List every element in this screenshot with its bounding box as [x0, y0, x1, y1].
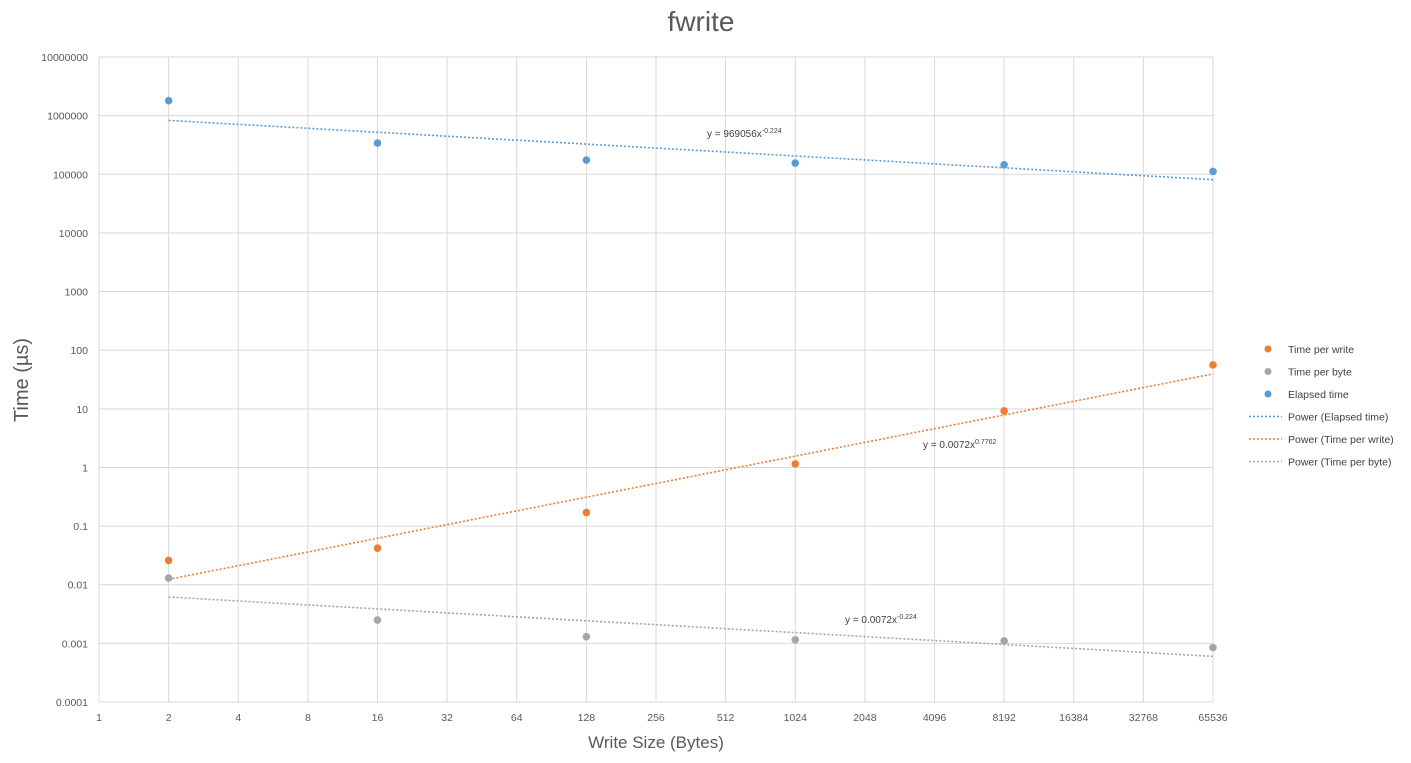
x-tick-label: 16: [372, 712, 384, 724]
x-tick-label: 128: [578, 712, 596, 724]
x-tick-label: 32: [441, 712, 453, 724]
trendline-equation-base: y = 969056x: [707, 129, 762, 140]
data-point: [1209, 643, 1217, 652]
trendline-equation-base: y = 0.0072x: [845, 615, 897, 626]
data-point: [164, 556, 173, 565]
y-tick-label: 0.0001: [56, 697, 88, 709]
trendline-equation: y = 0.0072x0.7762: [923, 439, 997, 451]
legend-label: Power (Elapsed time): [1288, 412, 1388, 424]
data-point: [1000, 637, 1008, 645]
y-tick-label: 10000000: [41, 52, 88, 64]
data-points: [164, 96, 1217, 652]
trendline-equation-base: y = 0.0072x: [923, 440, 975, 451]
trendline: [168, 373, 1214, 581]
x-tick-label: 2: [166, 712, 172, 724]
x-tick-label: 4: [235, 712, 241, 724]
legend-label: Time per byte: [1288, 367, 1352, 379]
trendline-equation: y = 0.0072x-0.224: [845, 614, 917, 626]
trendline-equation: y = 969056x-0.224: [707, 128, 782, 140]
y-tick-label: 10: [76, 404, 88, 416]
x-tick-label: 64: [511, 712, 523, 724]
data-point: [582, 508, 591, 517]
legend-label: Power (Time per byte): [1288, 457, 1391, 469]
x-tick-label: 512: [717, 712, 735, 724]
data-point: [373, 616, 382, 624]
legend: Time per write Time per byte Elapsed time P…: [1249, 344, 1394, 469]
x-tick-label: 65536: [1198, 712, 1227, 724]
trendline: [168, 596, 1214, 658]
x-tick-labels: 1 2 4 8 16 32 64 128 256 512 1024 2048 4096 8192 16384…: [96, 712, 1228, 724]
y-axis-title: Time (µs): [11, 338, 33, 422]
chart-title: fwrite: [668, 6, 735, 37]
legend-label: Power (Time per write): [1288, 434, 1394, 446]
y-tick-label: 1000000: [47, 111, 88, 123]
x-tick-label: 4096: [923, 712, 947, 724]
x-tick-label: 1: [96, 712, 102, 724]
data-point: [373, 139, 382, 147]
x-axis-title: Write Size (Bytes): [588, 733, 724, 752]
legend-marker: [1264, 368, 1272, 375]
gridlines: [98, 56, 1214, 703]
legend-marker: [1264, 345, 1272, 353]
x-tick-label: 32768: [1129, 712, 1158, 724]
y-tick-labels: 0.0001 0.001 0.01 0.1 1 10 100 1000 10000 100000 1…: [41, 52, 88, 709]
trendline-equation-exponent: -0.224: [897, 614, 917, 621]
data-point: [1209, 361, 1217, 369]
y-tick-label: 100: [70, 345, 88, 357]
data-point: [791, 159, 800, 167]
x-tick-label: 8192: [992, 712, 1016, 724]
x-tick-label: 8: [305, 712, 311, 724]
y-tick-label: 1: [82, 462, 88, 474]
legend-marker: [1264, 390, 1272, 398]
legend-label: Time per write: [1288, 344, 1354, 356]
data-point: [164, 574, 173, 582]
trendline: [168, 119, 1214, 181]
y-tick-label: 0.1: [73, 521, 88, 533]
data-point: [373, 544, 382, 552]
y-tick-label: 100000: [53, 169, 88, 181]
data-point: [582, 156, 591, 164]
y-tick-label: 0.001: [62, 638, 88, 650]
legend-label: Elapsed time: [1288, 389, 1349, 401]
x-tick-label: 1024: [784, 712, 808, 724]
data-point: [164, 96, 173, 105]
y-tick-label: 10000: [59, 228, 88, 240]
data-point: [1000, 161, 1008, 169]
trendlines: [168, 119, 1214, 658]
data-point: [791, 460, 800, 468]
y-tick-label: 0.01: [68, 580, 89, 592]
trendline-equation-exponent: 0.7762: [975, 439, 997, 446]
x-tick-label: 2048: [853, 712, 877, 724]
x-tick-label: 256: [647, 712, 665, 724]
data-point: [582, 632, 591, 641]
data-point: [1209, 167, 1217, 176]
trendline-equation-exponent: -0.224: [762, 128, 782, 135]
y-tick-label: 1000: [65, 287, 89, 299]
data-point: [1000, 407, 1008, 415]
data-point: [791, 636, 800, 644]
x-tick-label: 16384: [1059, 712, 1088, 724]
